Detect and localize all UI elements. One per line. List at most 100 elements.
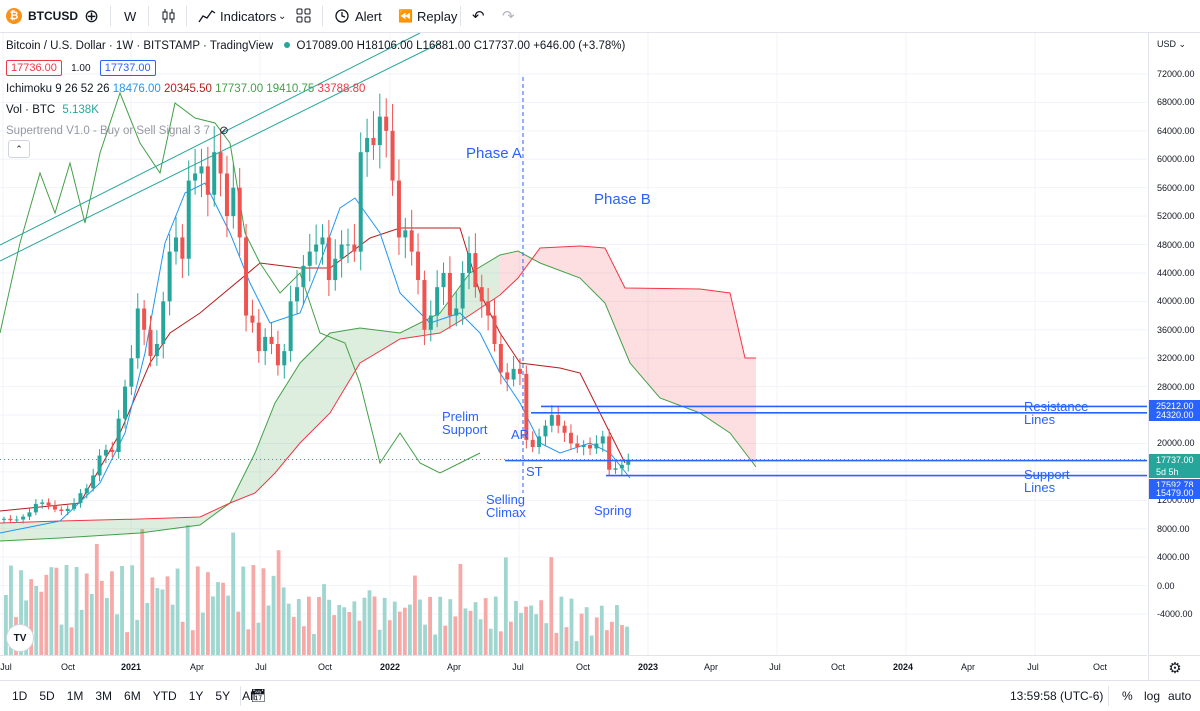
buy-price-button[interactable]: 17737.00 — [99, 60, 156, 76]
candle-body — [371, 137, 376, 146]
replay-icon: ⏪ — [398, 9, 413, 23]
candle-body — [473, 253, 478, 288]
volume-bar — [175, 568, 180, 655]
compare-add-icon[interactable]: ⊕ — [84, 5, 100, 26]
supertrend-legend[interactable]: Supertrend V1.0 - Buy or Sell Signal 3 7… — [6, 123, 229, 137]
candle-body — [135, 308, 140, 359]
volume-bar — [448, 599, 453, 655]
time-scale[interactable]: Jul Oct 2021 Apr Jul Oct 2022 Apr Jul Oct 2023 Apr J… — [0, 655, 1147, 680]
volume-bar — [276, 550, 281, 655]
ichimoku-kijun: 20345.50 — [163, 83, 212, 95]
volume-bar — [271, 575, 276, 655]
candle-body — [154, 344, 159, 357]
candle-body — [14, 519, 19, 521]
chart-settings-gear-icon[interactable]: ⚙ — [1148, 655, 1200, 680]
currency-label[interactable]: USD ⌄ — [1157, 39, 1187, 49]
range-button-ytd[interactable]: YTD — [152, 689, 177, 703]
range-button-1m[interactable]: 1M — [66, 689, 84, 703]
candle-body — [180, 237, 185, 259]
range-button-all[interactable]: All — [242, 689, 256, 703]
tradingview-logo[interactable]: TV — [6, 624, 34, 652]
candle-body — [511, 368, 516, 380]
symbol-search-button[interactable]: ₿ BTCUSD — [6, 0, 78, 32]
candle-body — [549, 415, 554, 426]
price-tick-label: 64000.00 — [1157, 125, 1195, 136]
volume-bar — [59, 624, 64, 655]
volume-bar — [105, 597, 109, 655]
sell-price-button[interactable]: 17736.00 — [6, 60, 62, 76]
volume-bar — [34, 586, 39, 655]
candle-body — [314, 244, 319, 252]
price-tick-label: 32000.00 — [1157, 353, 1195, 364]
candle-body — [422, 280, 427, 330]
clock-display[interactable]: 13:59:58 (UTC-6) — [1010, 689, 1104, 703]
indicators-button[interactable]: Indicators — [198, 0, 276, 32]
channel-line-lower — [0, 42, 441, 262]
toolbar-divider — [1108, 686, 1109, 706]
volume-bar — [327, 599, 331, 655]
price-tick-label: 0.00 — [1157, 580, 1175, 591]
candle-body — [59, 509, 64, 511]
candle-body — [467, 253, 472, 273]
chart-pane[interactable]: Bitcoin / U.S. Dollar · 1W · BITSTAMP · … — [0, 33, 1147, 655]
candle-body — [199, 166, 204, 174]
ichimoku-cloud-bull — [0, 255, 500, 541]
undo-icon[interactable]: ↶ — [472, 8, 485, 25]
volume-bar — [337, 604, 342, 655]
percent-toggle[interactable]: % — [1122, 689, 1133, 703]
volume-bar — [150, 577, 155, 655]
volume-bar — [29, 579, 34, 655]
indicators-chevron-down-icon[interactable]: ⌄ — [278, 10, 287, 22]
candle-body — [218, 152, 223, 174]
volume-bar — [206, 572, 210, 655]
range-button-5d[interactable]: 5D — [39, 689, 55, 703]
interval-button[interactable]: W — [124, 0, 136, 32]
range-button-6m[interactable]: 6M — [124, 689, 141, 703]
support-line1: Support — [1024, 467, 1070, 482]
alert-button[interactable]: Alert — [334, 0, 382, 32]
candles-chart-type-icon[interactable] — [160, 0, 178, 32]
time-tick-label: Oct — [317, 662, 333, 672]
candle-body — [428, 315, 433, 330]
date-range-calendar-icon[interactable]: 📅︎ — [250, 688, 267, 703]
volume-bar — [372, 596, 377, 655]
volume-value: 5.138K — [62, 104, 99, 116]
auto-toggle[interactable]: auto — [1168, 689, 1192, 703]
prelim-support-line1: Prelim — [442, 409, 479, 424]
volume-bar — [246, 629, 251, 655]
range-button-3m[interactable]: 3M — [95, 689, 113, 703]
templates-grid-icon[interactable] — [296, 0, 312, 32]
range-button-1d[interactable]: 1D — [12, 689, 28, 703]
alert-clock-icon — [335, 9, 349, 23]
volume-bar — [125, 632, 129, 655]
volume-bar — [317, 596, 321, 655]
candle-body — [263, 336, 268, 352]
replay-button[interactable]: ⏪ Replay — [398, 0, 457, 32]
volume-bar — [408, 604, 412, 655]
collapse-legend-chevron-up-icon[interactable]: ⌃ — [8, 140, 30, 158]
range-button-1y[interactable]: 1Y — [188, 689, 204, 703]
candle-body — [517, 368, 522, 374]
candle-body — [562, 425, 567, 433]
candle-body — [91, 475, 96, 489]
volume-bar — [322, 584, 326, 655]
selling-climax-label: Selling Climax — [486, 493, 526, 519]
volume-bar — [44, 574, 49, 655]
volume-legend[interactable]: Vol · BTC 5.138K — [6, 104, 99, 116]
price-tick-label: 60000.00 — [1157, 154, 1195, 165]
legend-low: L16881.00 — [416, 40, 471, 52]
candle-body — [148, 329, 153, 357]
candle-body — [97, 455, 102, 476]
hidden-eye-icon[interactable]: ⊘ — [219, 125, 229, 137]
volume-bar — [54, 567, 59, 655]
ichimoku-legend[interactable]: Ichimoku 9 26 52 26 18476.00 20345.50 17… — [6, 83, 365, 95]
price-scale[interactable]: USD ⌄ 72000.00 68000.00 64000.00 60000.00 56… — [1148, 33, 1200, 655]
volume-bar — [99, 580, 104, 655]
candle-body — [524, 373, 529, 440]
log-toggle[interactable]: log — [1144, 689, 1161, 703]
alert-label: Alert — [355, 8, 382, 24]
range-button-5y[interactable]: 5Y — [215, 689, 231, 703]
volume-bar — [584, 607, 589, 655]
volume-bar — [211, 596, 215, 655]
redo-icon[interactable]: ↷ — [502, 8, 515, 25]
